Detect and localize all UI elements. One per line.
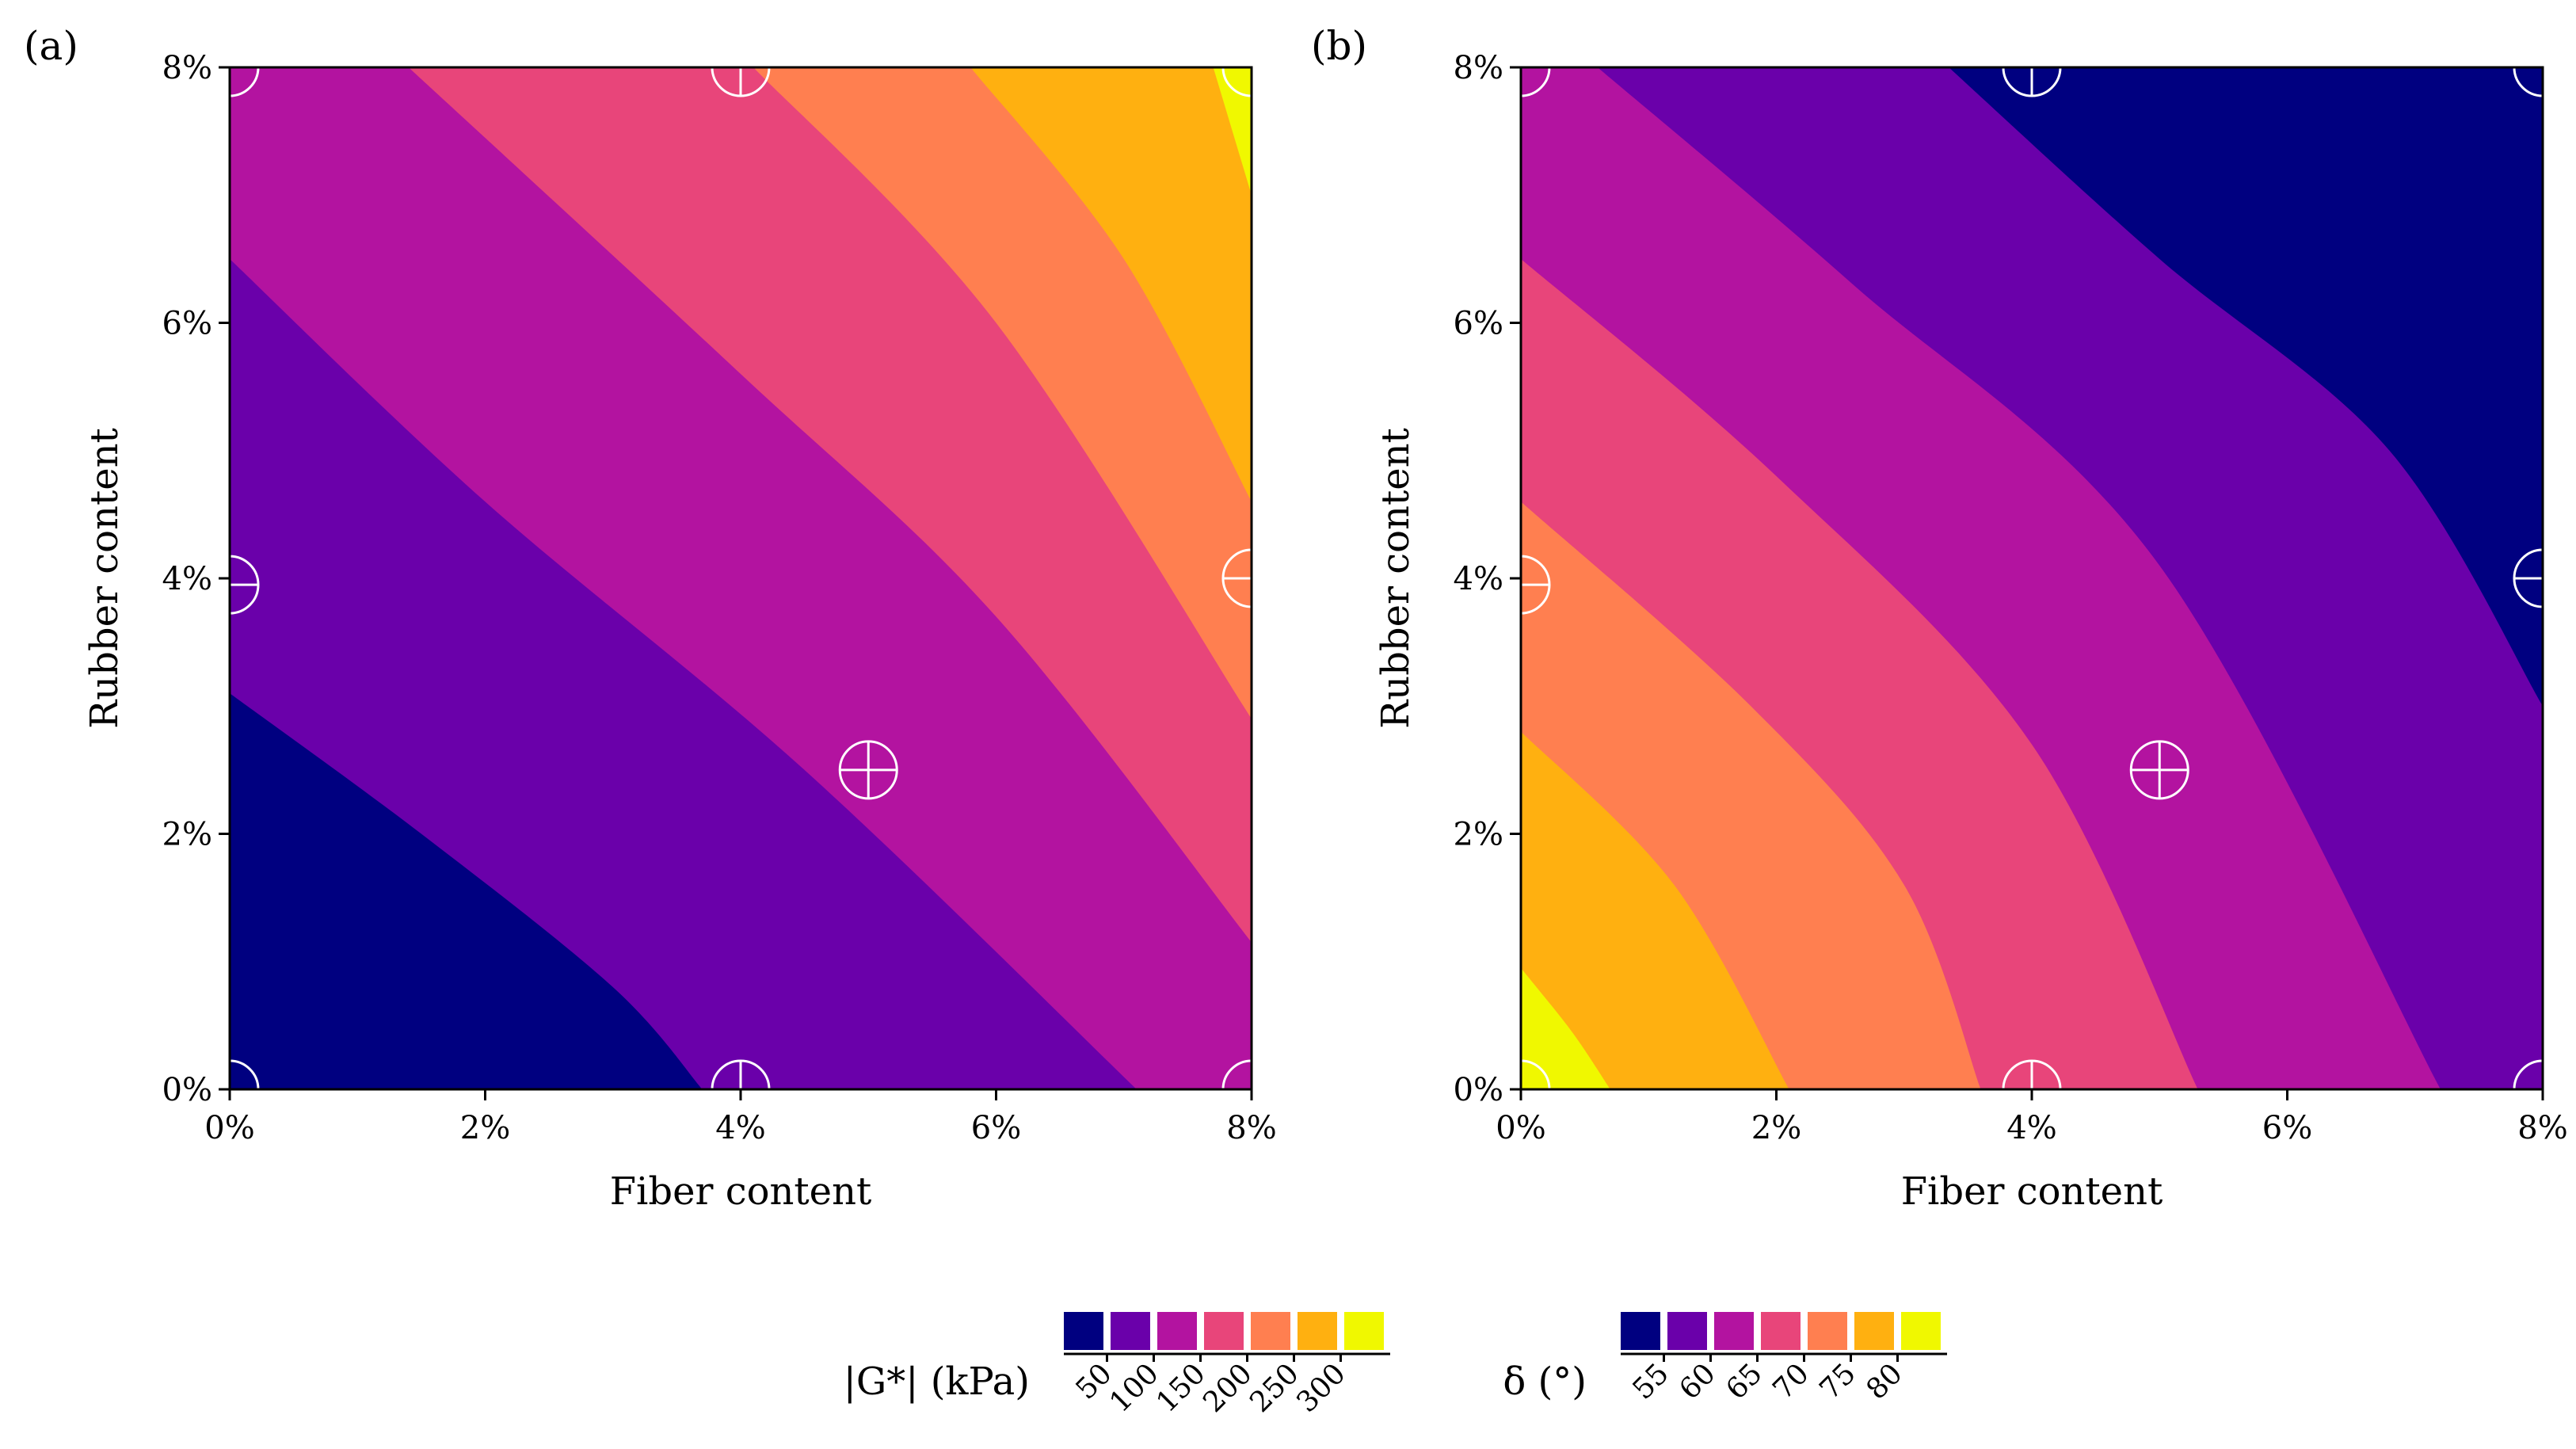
legend-b-swatch [1714, 1312, 1754, 1350]
panel-a-x-tick-label: 2% [460, 1110, 510, 1146]
panel-a: (a) 0% 2% 4% 6% 8% 0%2%4%6%8% Fiber content … [24, 23, 1277, 1214]
panel-b-band-6 [1521, 967, 1610, 1089]
legend-a-swatch [1298, 1312, 1337, 1350]
panel-a-design-point [711, 1059, 771, 1089]
panel-b-x-axis-title: Fiber content [1901, 1169, 2163, 1214]
panel-a-y-tick-label: 4% [162, 561, 212, 597]
panel-b-y-axis-title: Rubber content [1374, 428, 1418, 729]
panel-b-x-tick-label: 4% [2006, 1110, 2056, 1146]
panel-b: (b) 0% 2% 4% 6% 8% 0%2%4%6%8% Fiber content … [1311, 23, 2568, 1214]
panel-b-y-tick-label: 0% [1454, 1072, 1503, 1108]
panel-b-design-point [2002, 1059, 2062, 1089]
legend-a-tick-label: 150 [1150, 1357, 1212, 1419]
panel-b-design-point [2002, 67, 2062, 97]
panel-a-y-tick-label: 0% [162, 1072, 212, 1108]
panel-a-band-6 [1213, 67, 1252, 196]
legend-b-swatch [1854, 1312, 1894, 1350]
panel-b-label: (b) [1311, 23, 1367, 69]
legend-b-tick-label: 65 [1720, 1357, 1768, 1405]
panel-b-x-tick-label: 0% [1496, 1110, 1545, 1146]
legend-b-tick-label: 70 [1766, 1357, 1815, 1405]
legend-b-swatch [1808, 1312, 1847, 1350]
legend-a-swatch [1157, 1312, 1197, 1350]
legend-a-tick-label: 250 [1244, 1357, 1305, 1419]
legend-a-swatch [1251, 1312, 1290, 1350]
legend-b-tick-label: 80 [1860, 1357, 1908, 1405]
legend-a-swatch [1344, 1312, 1384, 1350]
panel-b-y-tick-label: 8% [1454, 50, 1503, 86]
panel-a-y-axis-title: Rubber content [82, 428, 127, 729]
panel-a-y-tick-label: 6% [162, 306, 212, 342]
panel-b-y-tick-label: 6% [1454, 306, 1503, 342]
panel-a-x-tick-label: 8% [1226, 1110, 1276, 1146]
legend-a-swatch [1064, 1312, 1103, 1350]
panel-b-design-point [2513, 548, 2543, 608]
legend-b-swatch [1761, 1312, 1801, 1350]
legend-a-swatch [1111, 1312, 1150, 1350]
panel-a-y-tick-label: 8% [162, 50, 212, 86]
legend-a-swatch [1204, 1312, 1244, 1350]
legend-b-tick-label: 60 [1673, 1357, 1721, 1405]
panel-a-design-point [838, 740, 898, 800]
panel-a-x-tick-label: 6% [971, 1110, 1021, 1146]
legend-a-title: |G*| (kPa) [844, 1359, 1030, 1404]
panel-b-x-tick-label: 2% [1751, 1110, 1801, 1146]
panel-a-design-point [711, 67, 771, 97]
legend-b-swatch [1621, 1312, 1660, 1350]
panel-a-x-axis-title: Fiber content [610, 1169, 872, 1214]
panel-b-design-point [1521, 555, 1551, 615]
panel-b-x-tick-label: 6% [2262, 1110, 2312, 1146]
legend-a-tick-label: 300 [1290, 1357, 1352, 1419]
panel-a-design-point [1221, 548, 1252, 608]
panel-b-band-5 [1521, 731, 1789, 1089]
panel-a-label: (a) [24, 23, 78, 69]
panel-a-y-tick-label: 2% [162, 817, 212, 853]
legend-a-tick-label: 100 [1103, 1357, 1165, 1419]
legend-b-title: δ (°) [1503, 1359, 1587, 1404]
panel-a-x-tick-label: 4% [715, 1110, 765, 1146]
panel-b-x-tick-label: 8% [2517, 1110, 2567, 1146]
legend-b-tick-label: 75 [1813, 1357, 1862, 1405]
panel-a-design-point [230, 555, 260, 615]
panel-b-design-point [2129, 740, 2189, 800]
panel-b-y-tick-label: 4% [1454, 561, 1503, 597]
panel-b-y-tick-label: 2% [1454, 817, 1503, 853]
legend-b-tick-label: 55 [1626, 1357, 1675, 1405]
panel-a-x-tick-label: 0% [204, 1110, 254, 1146]
legend-b-swatch [1901, 1312, 1941, 1350]
panel-a-band-5 [970, 67, 1252, 502]
legend-b-swatch [1667, 1312, 1707, 1350]
legend-a-tick-label: 200 [1197, 1357, 1259, 1419]
